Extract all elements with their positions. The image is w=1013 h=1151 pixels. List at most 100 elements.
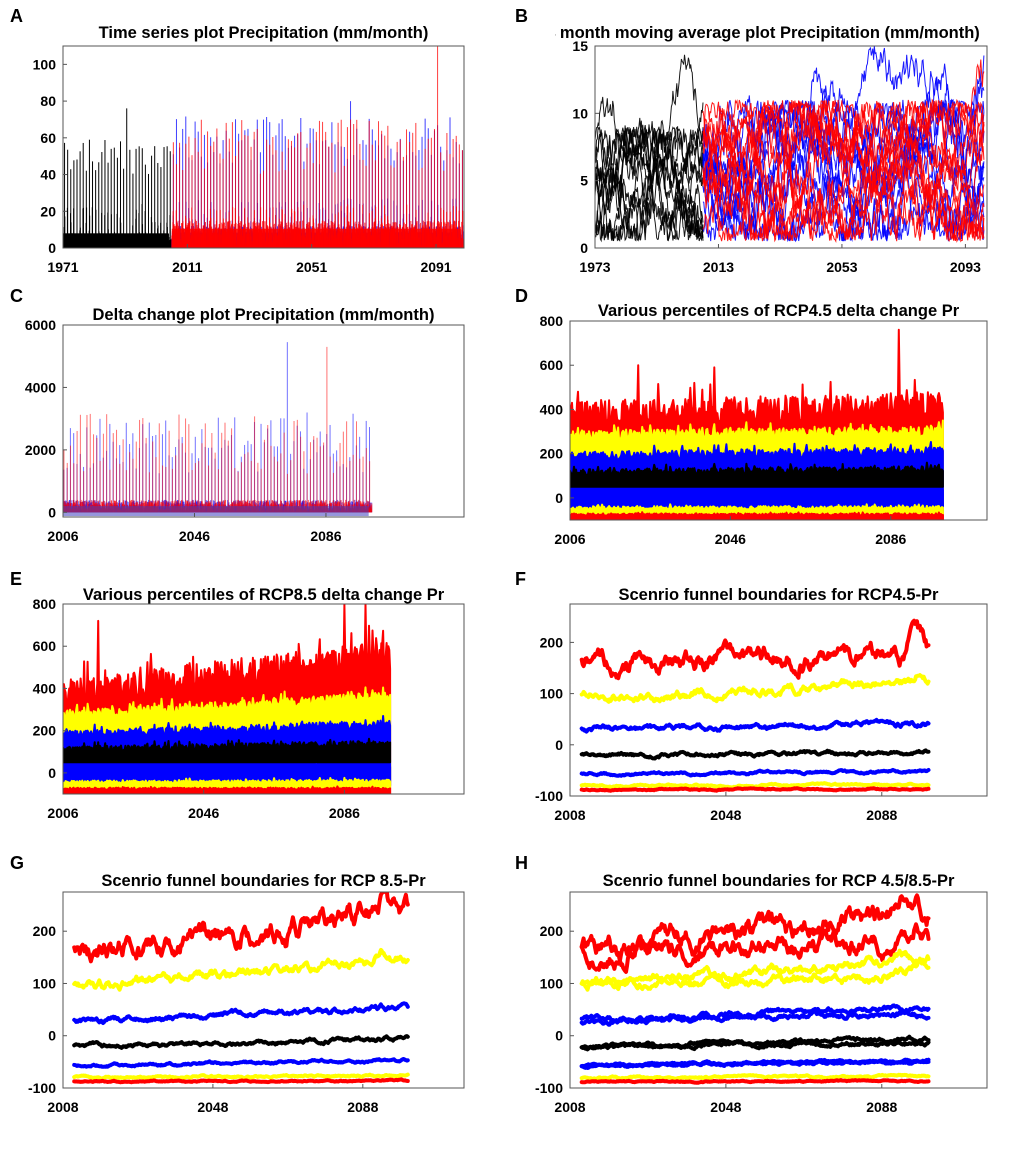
y-tick-label: 800 xyxy=(540,313,564,329)
funnel-line-rcp8-5-p25 xyxy=(579,1057,931,1070)
funnel-line-rcp8-5-p50 xyxy=(579,1034,931,1051)
moving-average-line xyxy=(595,128,704,192)
funnel-line-p95 xyxy=(72,947,410,992)
y-tick-label: 6000 xyxy=(25,317,56,333)
y-tick-label: 20 xyxy=(40,203,56,219)
x-tick-label: 2088 xyxy=(347,1099,378,1115)
y-tick-label: 200 xyxy=(33,923,57,939)
x-tick-label: 2006 xyxy=(47,805,78,821)
y-tick-label: 15 xyxy=(572,38,588,54)
axes-frame xyxy=(569,320,988,521)
moving-average-line xyxy=(595,126,704,239)
moving-average-line xyxy=(702,59,985,239)
y-tick-label: 200 xyxy=(33,723,57,739)
series-historical xyxy=(63,108,173,248)
moving-average-line xyxy=(595,127,704,241)
y-tick-label: -100 xyxy=(28,1080,56,1096)
funnel-line-p25 xyxy=(72,1057,410,1069)
series-rcp8-5 xyxy=(702,59,985,244)
axes-frame xyxy=(569,891,988,1089)
x-tick-label: 2088 xyxy=(866,807,897,823)
y-tick-label: -100 xyxy=(535,1080,563,1096)
x-tick-label: 2006 xyxy=(47,528,78,544)
y-tick-label: 0 xyxy=(555,1028,563,1044)
panel-label: B xyxy=(515,6,528,26)
moving-average-line xyxy=(702,101,985,241)
axes-frame xyxy=(62,603,465,795)
y-tick-label: 100 xyxy=(540,975,564,991)
y-tick-label: 0 xyxy=(48,240,56,256)
panel-h: -100 0 100 200 2008 2048 2088 Scenrio funnel bo… xyxy=(515,853,988,1115)
plot-area xyxy=(72,892,410,1085)
percentile-band xyxy=(63,737,392,764)
x-tick-label: 2091 xyxy=(420,259,451,275)
x-tick-label: 2048 xyxy=(710,807,741,823)
funnel-line-p5 xyxy=(72,1072,410,1081)
y-tick-label: 80 xyxy=(40,93,56,109)
funnel-line-p99 xyxy=(579,618,931,681)
y-tick-label: 600 xyxy=(33,638,57,654)
x-tick-label: 2008 xyxy=(554,1099,585,1115)
y-tick-label: 2000 xyxy=(25,442,56,458)
y-tick-label: 10 xyxy=(572,105,588,121)
panel-label: E xyxy=(10,569,22,589)
plot-area xyxy=(63,604,392,794)
panel-b: 0 5 10 15 1973 2013 2053 2093 24 month moving av… xyxy=(515,6,988,275)
baseline-fill xyxy=(171,228,461,248)
x-tick-label: 2048 xyxy=(710,1099,741,1115)
y-tick-label: 100 xyxy=(33,975,57,991)
y-tick-label: 4000 xyxy=(25,379,56,395)
panel-label: G xyxy=(10,853,24,873)
funnel-line-p50 xyxy=(579,748,931,761)
moving-average-line xyxy=(702,125,985,243)
chart-title: Scenrio funnel boundaries for RCP 4.5/8.… xyxy=(603,872,955,890)
funnel-line-rcp4-5-p95 xyxy=(579,956,931,991)
y-tick-label: 40 xyxy=(40,167,56,183)
panel-c: 0 2000 4000 6000 2006 2046 2086 Delta change pl… xyxy=(10,286,465,544)
plot-area xyxy=(63,342,373,517)
panel-label: D xyxy=(515,286,528,306)
x-tick-label: 2086 xyxy=(875,531,906,547)
chart-title: Various percentiles of RCP8.5 delta chan… xyxy=(83,586,445,604)
funnel-line-p1 xyxy=(579,1078,931,1085)
panel-label: A xyxy=(10,6,23,26)
chart-title: Various percentiles of RCP4.5 delta chan… xyxy=(598,302,960,320)
y-tick-label: 400 xyxy=(33,680,57,696)
series-historical xyxy=(595,54,704,243)
panel-label: F xyxy=(515,569,526,589)
x-tick-label: 2008 xyxy=(554,807,585,823)
percentile-band xyxy=(570,461,944,488)
funnel-line-p1 xyxy=(579,786,931,793)
plot-area xyxy=(579,893,931,1085)
chart-title: Scenrio funnel boundaries for RCP4.5-Pr xyxy=(619,586,940,604)
x-tick-label: 2051 xyxy=(296,259,327,275)
moving-average-line xyxy=(702,99,985,243)
y-tick-label: -100 xyxy=(535,788,563,804)
axes-frame xyxy=(62,45,465,249)
axes-frame xyxy=(62,891,465,1089)
plot-area xyxy=(579,618,931,793)
funnel-line-rcp8-5-p75 xyxy=(579,1003,931,1027)
x-tick-label: 1971 xyxy=(47,259,78,275)
y-tick-label: 100 xyxy=(540,686,564,702)
moving-average-line xyxy=(702,103,985,241)
x-tick-label: 2086 xyxy=(329,805,360,821)
y-tick-label: 0 xyxy=(555,737,563,753)
y-tick-label: 200 xyxy=(540,923,564,939)
plot-area xyxy=(570,328,944,520)
y-tick-label: 100 xyxy=(33,56,57,72)
x-tick-label: 2046 xyxy=(179,528,210,544)
x-tick-label: 2046 xyxy=(188,805,219,821)
funnel-line-p50 xyxy=(72,1034,410,1050)
y-tick-label: 60 xyxy=(40,130,56,146)
moving-average-line xyxy=(702,46,985,201)
moving-average-line xyxy=(702,99,985,172)
chart-title: Scenrio funnel boundaries for RCP 8.5-Pr xyxy=(101,872,426,890)
x-tick-label: 1973 xyxy=(579,259,610,275)
y-tick-label: 0 xyxy=(48,504,56,520)
y-tick-label: 0 xyxy=(555,490,563,506)
plot-area xyxy=(63,46,464,248)
near-zero-band xyxy=(63,506,369,517)
funnel-line-p5 xyxy=(579,1072,931,1081)
